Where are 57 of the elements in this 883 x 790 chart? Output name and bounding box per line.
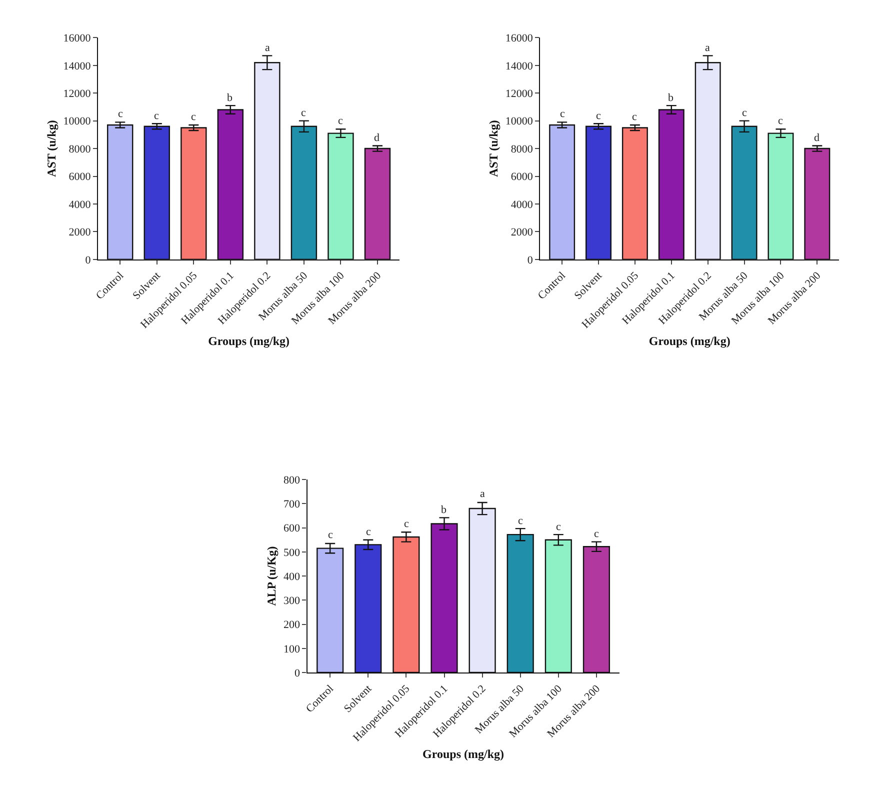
- annotation: b: [227, 92, 233, 104]
- annotation: d: [814, 132, 820, 144]
- y-tick-label: 0: [85, 254, 92, 266]
- annotation: c: [338, 115, 343, 127]
- annotation: c: [594, 528, 599, 540]
- annotation: d: [374, 132, 380, 144]
- x-axis-title: Groups (mg/kg): [422, 746, 504, 761]
- y-tick-label: 500: [283, 546, 300, 559]
- y-tick-label: 0: [294, 667, 300, 680]
- annotation: a: [705, 42, 710, 54]
- annotation: c: [328, 529, 333, 541]
- y-tick-label: 10000: [505, 116, 534, 128]
- y-tick-label: 6000: [510, 171, 534, 184]
- y-axis-title: AST (u/kg): [486, 120, 501, 177]
- y-tick-label: 300: [283, 595, 300, 608]
- annotation: c: [191, 111, 196, 123]
- y-tick-label: 16000: [505, 32, 534, 45]
- annotation: c: [560, 108, 565, 120]
- y-tick-label: 2000: [68, 226, 92, 239]
- y-tick-label: 8000: [510, 143, 534, 156]
- y-tick-label: 6000: [68, 171, 92, 184]
- y-tick-label: 100: [283, 643, 300, 656]
- y-tick-label: 4000: [68, 198, 92, 211]
- y-tick-label: 10000: [63, 116, 92, 128]
- annotation: c: [154, 110, 159, 122]
- annotation: c: [404, 518, 409, 530]
- y-tick-label: 8000: [68, 143, 92, 156]
- annotation: b: [441, 504, 447, 516]
- y-axis-title: ALP (u/Kg): [264, 546, 279, 606]
- annotation: c: [518, 515, 523, 527]
- y-tick-label: 12000: [63, 88, 92, 100]
- y-axis-title: AST (u/kg): [44, 120, 59, 177]
- y-tick-label: 200: [283, 619, 300, 632]
- y-tick-label: 2000: [510, 226, 534, 239]
- y-tick-label: 16000: [63, 32, 92, 45]
- annotation: c: [301, 107, 306, 119]
- annotation: b: [668, 92, 674, 104]
- y-tick-label: 12000: [505, 88, 534, 100]
- y-tick-label: 800: [283, 474, 300, 486]
- annotation: c: [118, 108, 123, 120]
- annotation: c: [556, 521, 561, 533]
- y-tick-label: 14000: [505, 60, 534, 72]
- annotation: a: [265, 42, 270, 54]
- y-tick-label: 14000: [63, 60, 92, 72]
- annotation: c: [778, 115, 783, 127]
- x-axis-title: Groups (mg/kg): [208, 334, 290, 348]
- annotation: a: [480, 488, 485, 500]
- annotation: c: [366, 526, 371, 538]
- y-tick-label: 4000: [510, 198, 534, 211]
- annotation: c: [632, 111, 637, 123]
- y-tick-label: 700: [283, 498, 300, 511]
- y-tick-label: 400: [283, 570, 300, 583]
- y-tick-label: 0: [527, 254, 534, 266]
- annotation: c: [742, 107, 747, 119]
- annotation: c: [596, 110, 601, 122]
- y-tick-label: 600: [283, 522, 300, 535]
- x-axis-title: Groups (mg/kg): [648, 334, 730, 348]
